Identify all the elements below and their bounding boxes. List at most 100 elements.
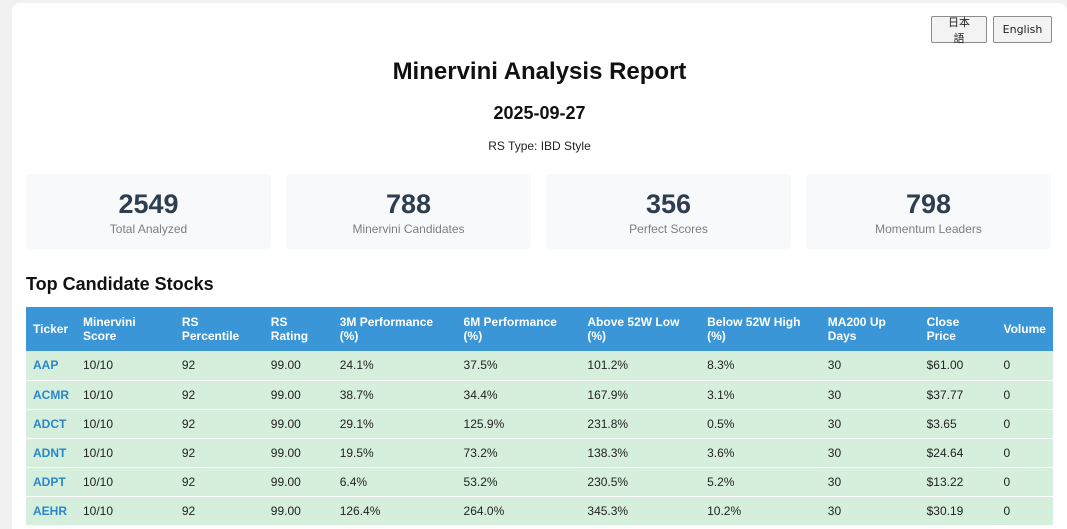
table-cell: 0	[1003, 358, 1011, 373]
column-header-label: (%)	[339, 329, 359, 343]
table-cell: 30	[827, 387, 842, 402]
column-header[interactable]: Below 52W High (%)	[700, 307, 821, 351]
table-cell: 92	[181, 387, 196, 402]
stat-value: 2549	[118, 189, 179, 219]
candidates-section-title: Top Candidate Stocks	[26, 274, 214, 294]
column-header-label: Minervini	[83, 315, 136, 329]
table-cell: 30	[827, 445, 842, 460]
table-cell: 0	[1003, 474, 1011, 489]
summary-stats: 2549 Total Analyzed 788 Minervini Candid…	[26, 174, 1051, 249]
table-cell: 126.4%	[339, 503, 381, 518]
table-cell: $61.00	[926, 358, 964, 373]
table-row: ADNT 10/10 92 99.00 19.5% 73.2% 138.3% 3.6% 30 $2…	[26, 438, 1053, 467]
table-row: AEHR 10/10 92 99.00 126.4% 264.0% 345.3% 10.2% 3…	[26, 496, 1053, 525]
column-header-label: 6M Performance	[463, 315, 557, 329]
table-cell: 30	[827, 358, 842, 373]
column-header-label: Ticker	[33, 322, 69, 336]
column-header[interactable]: Ticker	[26, 307, 76, 351]
column-header-label: Price	[926, 329, 956, 343]
table-cell: 10/10	[83, 503, 114, 518]
table-cell: $13.22	[926, 474, 964, 489]
column-header-label: 3M Performance	[339, 315, 434, 329]
stat-label: Total Analyzed	[109, 222, 188, 236]
column-header[interactable]: RS Rating	[264, 307, 333, 351]
ticker-link[interactable]: ADPT	[33, 474, 66, 489]
table-cell: $37.77	[926, 387, 964, 402]
table-cell: 3.1%	[707, 387, 735, 402]
column-header[interactable]: RS Percentile	[175, 307, 264, 351]
table-row: ADPT 10/10 92 99.00 6.4% 53.2% 230.5% 5.2% 30 $13…	[26, 467, 1053, 496]
column-header[interactable]: MA200 Up Days	[821, 307, 920, 351]
table-cell: 53.2%	[463, 474, 498, 489]
table-cell: 99.00	[270, 503, 301, 518]
table-cell: 6.4%	[339, 474, 368, 489]
table-row: ADCT 10/10 92 99.00 29.1% 125.9% 231.8% 0.5% 30 $…	[26, 409, 1053, 438]
table-cell: 37.5%	[463, 358, 498, 373]
english-language-button[interactable]: English	[993, 16, 1052, 43]
table-cell: 0.5%	[707, 416, 735, 431]
ticker-link[interactable]: AAP	[33, 358, 59, 373]
column-header[interactable]: Volume	[996, 307, 1053, 351]
column-header-label: (%)	[707, 329, 726, 343]
table-cell: 19.5%	[339, 445, 374, 460]
column-header-label: Close	[926, 315, 960, 329]
table-cell: 264.0%	[463, 503, 505, 518]
table-cell: 0	[1003, 387, 1011, 402]
table-cell: 38.7%	[339, 387, 374, 402]
column-header-label: RS	[270, 315, 288, 329]
report-container: 日本語 English Minervini Analysis Report 20…	[12, 3, 1067, 529]
table-cell: 10/10	[83, 387, 114, 402]
table-cell: 30	[827, 416, 842, 431]
table-cell: 92	[181, 474, 196, 489]
ticker-link[interactable]: ACMR	[33, 387, 69, 402]
table-cell: $3.65	[926, 416, 957, 431]
stat-card-minervini-candidates: 788 Minervini Candidates	[286, 174, 531, 249]
table-cell: 0	[1003, 503, 1011, 518]
column-header[interactable]: Close Price	[920, 307, 997, 351]
column-header[interactable]: 3M Performance (%)	[333, 307, 457, 351]
column-header-label: Above 52W Low	[587, 315, 680, 329]
table-cell: 231.8%	[587, 416, 629, 431]
column-header-label: MA200 Up	[827, 315, 886, 329]
stat-label: Momentum Leaders	[875, 222, 982, 236]
table-cell: 92	[181, 416, 196, 431]
table-cell: 99.00	[270, 416, 301, 431]
ticker-link[interactable]: ADNT	[33, 445, 67, 460]
column-header-label: Score	[83, 329, 117, 343]
ticker-link[interactable]: AEHR	[33, 503, 68, 518]
table-cell: 138.3%	[587, 445, 629, 460]
column-header-label: RS	[181, 315, 199, 329]
table-cell: 10/10	[83, 358, 114, 373]
japanese-language-button[interactable]: 日本語	[931, 16, 987, 45]
column-header[interactable]: 6M Performance (%)	[457, 307, 581, 351]
table-row: AAP 10/10 92 99.00 24.1% 37.5% 101.2% 8.3% 30 $61…	[26, 351, 1053, 380]
table-cell: 10/10	[83, 416, 114, 431]
report-date: 2025-09-27	[493, 103, 586, 123]
column-header[interactable]: Above 52W Low (%)	[580, 307, 700, 351]
table-cell: 30	[827, 503, 842, 518]
column-header-label: Rating	[270, 329, 309, 343]
ticker-link[interactable]: ADCT	[33, 416, 67, 431]
column-header-label: Volume	[1003, 322, 1046, 336]
table-cell: 8.3%	[707, 358, 735, 373]
table-cell: 167.9%	[587, 387, 629, 402]
table-cell: $24.64	[926, 445, 964, 460]
table-cell: 92	[181, 503, 196, 518]
table-cell: 101.2%	[587, 358, 629, 373]
stat-card-perfect-scores: 356 Perfect Scores	[546, 174, 791, 249]
stat-label: Perfect Scores	[629, 222, 708, 236]
stat-value: 798	[905, 189, 952, 219]
table-cell: 99.00	[270, 387, 301, 402]
table-cell: 73.2%	[463, 445, 498, 460]
table-header-row: Ticker Minervini Score RS Percentile RS Rating…	[26, 307, 1053, 351]
column-header[interactable]: Minervini Score	[76, 307, 175, 351]
table-cell: 5.2%	[707, 474, 735, 489]
table-cell: 125.9%	[463, 416, 505, 431]
table-cell: 99.00	[270, 358, 301, 373]
table-cell: 0	[1003, 416, 1011, 431]
stat-card-momentum-leaders: 798 Momentum Leaders	[806, 174, 1051, 249]
table-cell: 24.1%	[339, 358, 374, 373]
table-cell: 345.3%	[587, 503, 629, 518]
table-cell: 3.6%	[707, 445, 735, 460]
table-cell: 34.4%	[463, 387, 498, 402]
